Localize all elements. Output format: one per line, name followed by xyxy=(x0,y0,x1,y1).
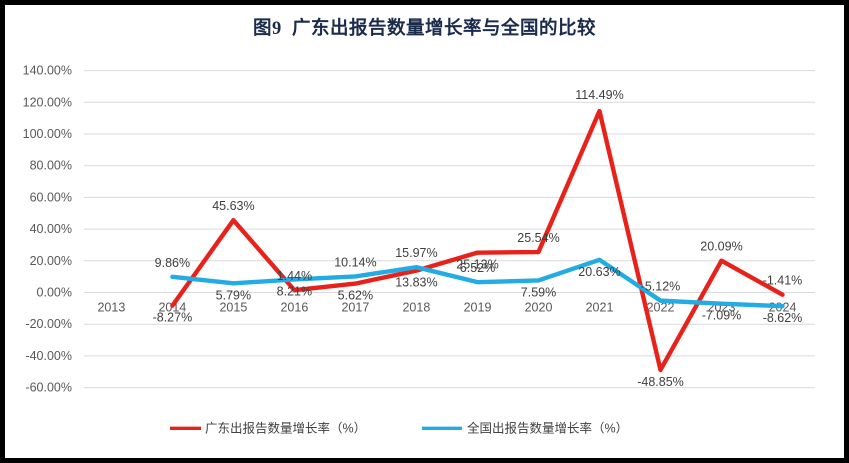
svg-text:-1.41%: -1.41% xyxy=(763,274,803,288)
svg-text:-60.00%: -60.00% xyxy=(25,381,72,395)
svg-text:2017: 2017 xyxy=(341,301,369,315)
svg-text:80.00%: 80.00% xyxy=(30,159,72,173)
svg-text:2016: 2016 xyxy=(280,301,308,315)
svg-text:9.86%: 9.86% xyxy=(155,256,190,270)
svg-text:120.00%: 120.00% xyxy=(23,95,72,109)
svg-text:-5.12%: -5.12% xyxy=(641,280,681,294)
svg-text:8.21%: 8.21% xyxy=(277,284,312,298)
svg-text:-48.85%: -48.85% xyxy=(637,375,684,389)
svg-text:1.44%: 1.44% xyxy=(277,269,312,283)
svg-text:2018: 2018 xyxy=(402,301,430,315)
svg-text:-40.00%: -40.00% xyxy=(25,349,72,363)
svg-text:15.97%: 15.97% xyxy=(395,246,437,260)
svg-text:广东出报告数量增长率（%）: 广东出报告数量增长率（%） xyxy=(205,421,366,436)
svg-text:140.00%: 140.00% xyxy=(23,64,72,78)
svg-text:20.00%: 20.00% xyxy=(30,254,72,268)
svg-text:全国出报告数量增长率（%）: 全国出报告数量增长率（%） xyxy=(467,421,628,436)
svg-text:5.62%: 5.62% xyxy=(338,289,373,303)
svg-text:10.14%: 10.14% xyxy=(334,255,376,269)
svg-text:2013: 2013 xyxy=(97,301,125,315)
svg-text:2020: 2020 xyxy=(525,301,553,315)
svg-text:20.63%: 20.63% xyxy=(578,265,620,279)
svg-text:2021: 2021 xyxy=(586,301,614,315)
svg-text:5.79%: 5.79% xyxy=(216,288,251,302)
svg-text:20.09%: 20.09% xyxy=(700,240,742,254)
svg-text:13.83%: 13.83% xyxy=(395,276,437,290)
svg-text:2019: 2019 xyxy=(464,301,492,315)
svg-text:-7.09%: -7.09% xyxy=(702,309,742,323)
svg-text:6.52%: 6.52% xyxy=(460,261,495,275)
svg-text:60.00%: 60.00% xyxy=(30,190,72,204)
svg-text:45.63%: 45.63% xyxy=(212,199,254,213)
svg-text:0.00%: 0.00% xyxy=(37,286,72,300)
svg-text:25.54%: 25.54% xyxy=(517,231,559,245)
svg-text:7.59%: 7.59% xyxy=(521,285,556,299)
svg-text:100.00%: 100.00% xyxy=(23,127,72,141)
svg-text:40.00%: 40.00% xyxy=(30,222,72,236)
svg-text:-20.00%: -20.00% xyxy=(25,317,72,331)
svg-text:114.49%: 114.49% xyxy=(575,88,623,102)
svg-text:-8.27%: -8.27% xyxy=(153,311,193,325)
svg-text:-8.62%: -8.62% xyxy=(763,311,803,325)
svg-text:2015: 2015 xyxy=(219,301,247,315)
